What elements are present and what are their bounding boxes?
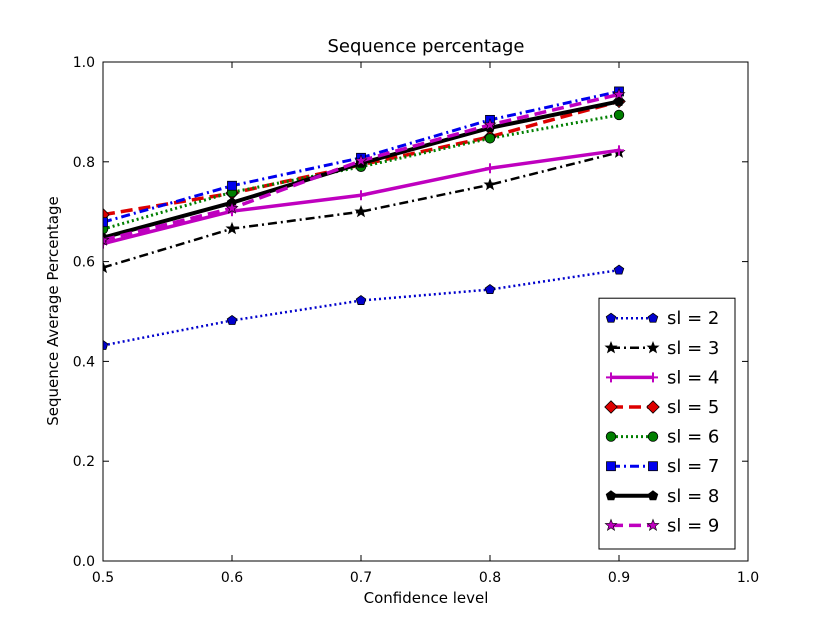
x-tick-label: 0.5 [92,570,114,586]
data-point-8-2 [225,201,239,214]
data-point-1-3 [355,295,367,305]
data-point-2-1 [103,260,110,274]
series-2 [103,145,626,274]
data-point-2-3 [354,204,368,218]
legend-label: sl = 9 [667,515,719,536]
series-layer [103,86,626,350]
legend-entry-4: sl = 5 [604,397,719,418]
data-point-6-2 [227,180,237,191]
plot-frame [102,61,749,562]
legend-label: sl = 3 [667,338,719,359]
legend-entry-2: sl = 3 [604,338,719,359]
y-tick-label: 0.4 [73,354,95,370]
legend-marker [646,340,660,354]
legend-entry-7: sl = 8 [605,486,719,507]
legend-marker [605,312,617,323]
data-point-8-3 [354,153,368,167]
legend-marker [647,490,659,501]
y-tick-label: 0.0 [73,554,95,570]
y-tick-label: 0.8 [73,155,95,171]
legend-marker [604,518,618,531]
series-line-2 [103,151,620,269]
data-point-1-4 [484,284,496,294]
legend-marker [604,400,618,414]
legend-label: sl = 6 [667,427,719,448]
data-point-5-4 [484,133,496,144]
x-tick-label: 0.8 [479,570,501,586]
legend-entry-1: sl = 2 [605,308,719,329]
data-point-1-2 [226,314,238,325]
series-1 [103,264,625,350]
legend-marker [605,490,617,501]
legend-marker [646,400,660,414]
y-tick-label: 0.2 [73,454,95,470]
series-line-1 [103,268,620,347]
legend-marker [606,461,616,472]
data-point-3-3 [356,190,366,201]
legend-box [598,297,736,550]
data-point-3-4 [485,163,495,174]
x-tick-label: 1.0 [737,570,759,586]
legend-marker [605,431,617,442]
y-axis-title: Sequence Average Percentage [44,196,62,426]
data-point-2-4 [483,177,497,191]
legend-label: sl = 5 [667,397,719,418]
series-8 [103,87,626,246]
x-tick-label: 0.7 [350,570,372,586]
legend-entry-6: sl = 7 [606,456,719,477]
legend-marker [647,312,659,323]
data-point-6-1 [103,217,108,228]
series-5 [103,109,625,235]
data-point-2-2 [225,221,239,235]
legend-marker [648,461,658,472]
data-point-3-5 [614,145,624,156]
legend-entry-5: sl = 6 [605,427,719,448]
axes-layer: 0.5 0.6 0.7 0.8 0.9 1.0 0.0 0.2 0.4 0.6 0.8 1.0 [73,55,759,586]
legend-marker [604,340,618,354]
legend-marker [648,372,658,383]
legend-marker [647,431,659,442]
y-tick-label: 0.6 [73,255,95,271]
x-tick-label: 0.9 [608,570,630,586]
data-point-8-1 [103,233,110,246]
x-tick-label: 0.6 [221,570,243,586]
legend-label: sl = 8 [667,486,719,507]
legend-label: sl = 7 [667,456,719,477]
legend-label: sl = 2 [667,308,719,329]
data-point-8-4 [483,118,497,131]
legend-label: sl = 4 [667,367,719,388]
legend-marker [646,518,660,531]
data-point-8-5 [612,87,626,100]
x-axis-title: Confidence level [364,589,489,607]
data-point-1-5 [613,264,625,275]
legend: sl = 2 sl = 3 sl = 4 sl = 5 sl = 6 sl = 7 sl =… [598,297,736,550]
legend-marker [606,372,616,383]
data-point-5-5 [613,109,625,121]
data-point-1-1 [103,339,109,350]
chart-title: Sequence percentage [328,36,525,57]
legend-entry-8: sl = 9 [604,515,719,536]
y-tick-label: 1.0 [73,55,95,71]
legend-entry-3: sl = 4 [606,367,719,388]
